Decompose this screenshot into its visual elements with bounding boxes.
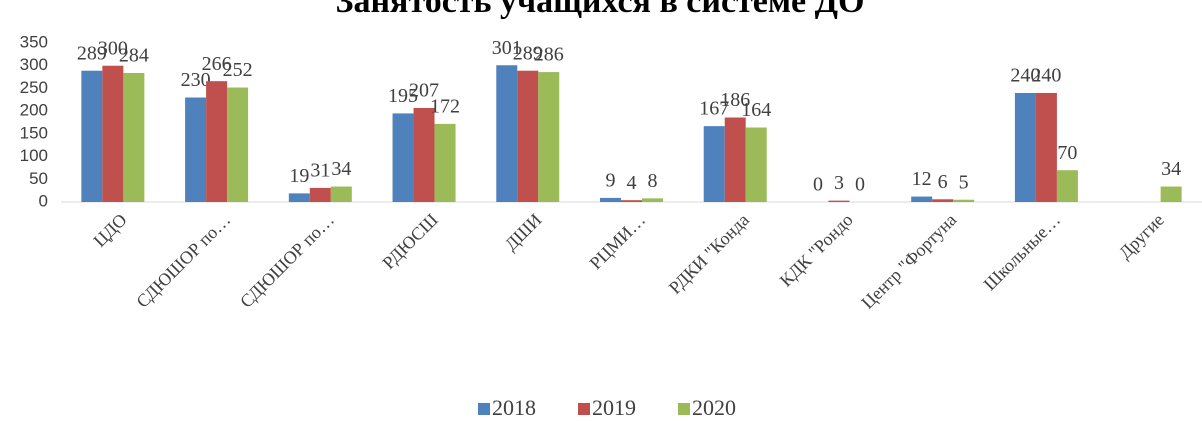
x-tick-label: СДЮШОР по… xyxy=(132,210,234,312)
bar xyxy=(434,123,456,202)
bar xyxy=(330,186,352,202)
data-label: 31 xyxy=(310,160,330,182)
data-label: 0 xyxy=(813,174,823,196)
bar xyxy=(309,187,331,202)
data-label: 19 xyxy=(289,165,309,187)
legend-label: 2019 xyxy=(592,395,636,420)
data-label: 240 xyxy=(1010,65,1040,87)
data-label: 34 xyxy=(1161,158,1181,180)
data-label: 289 xyxy=(77,42,107,64)
bar xyxy=(413,107,435,202)
bar xyxy=(288,193,310,202)
bar xyxy=(392,113,414,202)
data-label: 266 xyxy=(202,53,232,75)
x-tick-label: Школьные… xyxy=(980,210,1065,295)
data-label: 195 xyxy=(388,85,418,107)
bar xyxy=(1014,92,1036,202)
bar xyxy=(703,126,725,202)
bar xyxy=(600,197,621,202)
bar xyxy=(1035,92,1057,202)
data-label: 6 xyxy=(938,171,948,193)
data-label: 186 xyxy=(720,89,750,111)
data-label: 9 xyxy=(606,170,616,192)
chart-title: Занятость учащихся в системе ДО xyxy=(336,0,865,20)
data-label: 164 xyxy=(741,99,771,121)
bar xyxy=(621,200,642,202)
bar xyxy=(102,65,124,202)
bar xyxy=(932,199,954,202)
x-tick-label: Другие xyxy=(1115,210,1168,263)
bar xyxy=(517,70,539,202)
data-label: 300 xyxy=(98,37,128,59)
data-label: 70 xyxy=(1057,142,1077,164)
y-tick-label: 250 xyxy=(20,78,48,97)
bar xyxy=(1160,186,1182,202)
data-label: 207 xyxy=(409,80,439,102)
data-label: 289 xyxy=(513,42,543,64)
bar xyxy=(642,198,663,202)
legend-swatch xyxy=(578,403,590,415)
legend-label: 2018 xyxy=(492,395,536,420)
data-label: 34 xyxy=(331,158,351,180)
bar xyxy=(206,81,228,202)
bar xyxy=(123,72,145,203)
data-label: 8 xyxy=(648,170,658,192)
bar xyxy=(538,72,560,203)
y-tick-label: 50 xyxy=(29,169,48,188)
y-tick-label: 200 xyxy=(20,101,48,120)
bar xyxy=(828,200,850,202)
y-tick-label: 300 xyxy=(20,55,48,74)
bar xyxy=(185,97,207,202)
x-tick-label: РЦМИ… xyxy=(586,210,650,274)
bar xyxy=(745,127,767,202)
bar xyxy=(911,196,933,202)
data-label: 286 xyxy=(534,44,564,66)
x-tick-label: КДК "Рондо xyxy=(776,210,857,291)
data-label: 0 xyxy=(855,174,865,196)
bar xyxy=(1056,170,1078,202)
y-tick-label: 350 xyxy=(20,32,48,51)
bar xyxy=(953,199,975,202)
data-label: 172 xyxy=(430,95,460,117)
y-tick-label: 100 xyxy=(20,146,48,165)
legend-label: 2020 xyxy=(692,395,736,420)
data-label: 284 xyxy=(119,45,149,67)
bar xyxy=(81,70,103,202)
data-label: 252 xyxy=(223,59,253,81)
x-tick-label: ЦДО xyxy=(89,210,130,251)
x-tick-label: Центр "Фортуна xyxy=(857,210,960,313)
data-label: 12 xyxy=(912,168,932,190)
data-label: 240 xyxy=(1031,65,1061,87)
x-tick-label: СДЮШОР по… xyxy=(236,210,338,312)
data-label: 3 xyxy=(834,172,844,194)
x-tick-label: ДШИ xyxy=(501,210,546,255)
data-label: 230 xyxy=(181,69,211,91)
y-tick-label: 150 xyxy=(20,123,48,142)
data-label: 5 xyxy=(959,171,969,193)
data-label: 301 xyxy=(492,37,522,59)
bar xyxy=(496,65,518,202)
legend-swatch xyxy=(478,403,490,415)
y-tick-label: 0 xyxy=(39,191,48,210)
x-tick-label: РДКИ "Конда xyxy=(665,210,753,298)
data-label: 167 xyxy=(699,98,729,120)
bar xyxy=(227,87,249,202)
x-tick-label: РДЮСШ xyxy=(378,210,441,273)
bar xyxy=(724,117,746,202)
legend-swatch xyxy=(678,403,690,415)
data-label: 4 xyxy=(627,172,637,194)
